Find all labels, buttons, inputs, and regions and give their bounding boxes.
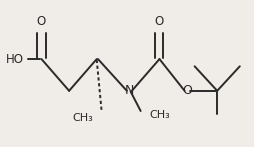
Text: CH₃: CH₃ (72, 113, 93, 123)
Text: O: O (181, 84, 191, 97)
Text: N: N (124, 84, 134, 97)
Text: CH₃: CH₃ (149, 110, 169, 120)
Text: O: O (37, 15, 46, 28)
Text: HO: HO (6, 53, 24, 66)
Text: O: O (154, 15, 164, 28)
